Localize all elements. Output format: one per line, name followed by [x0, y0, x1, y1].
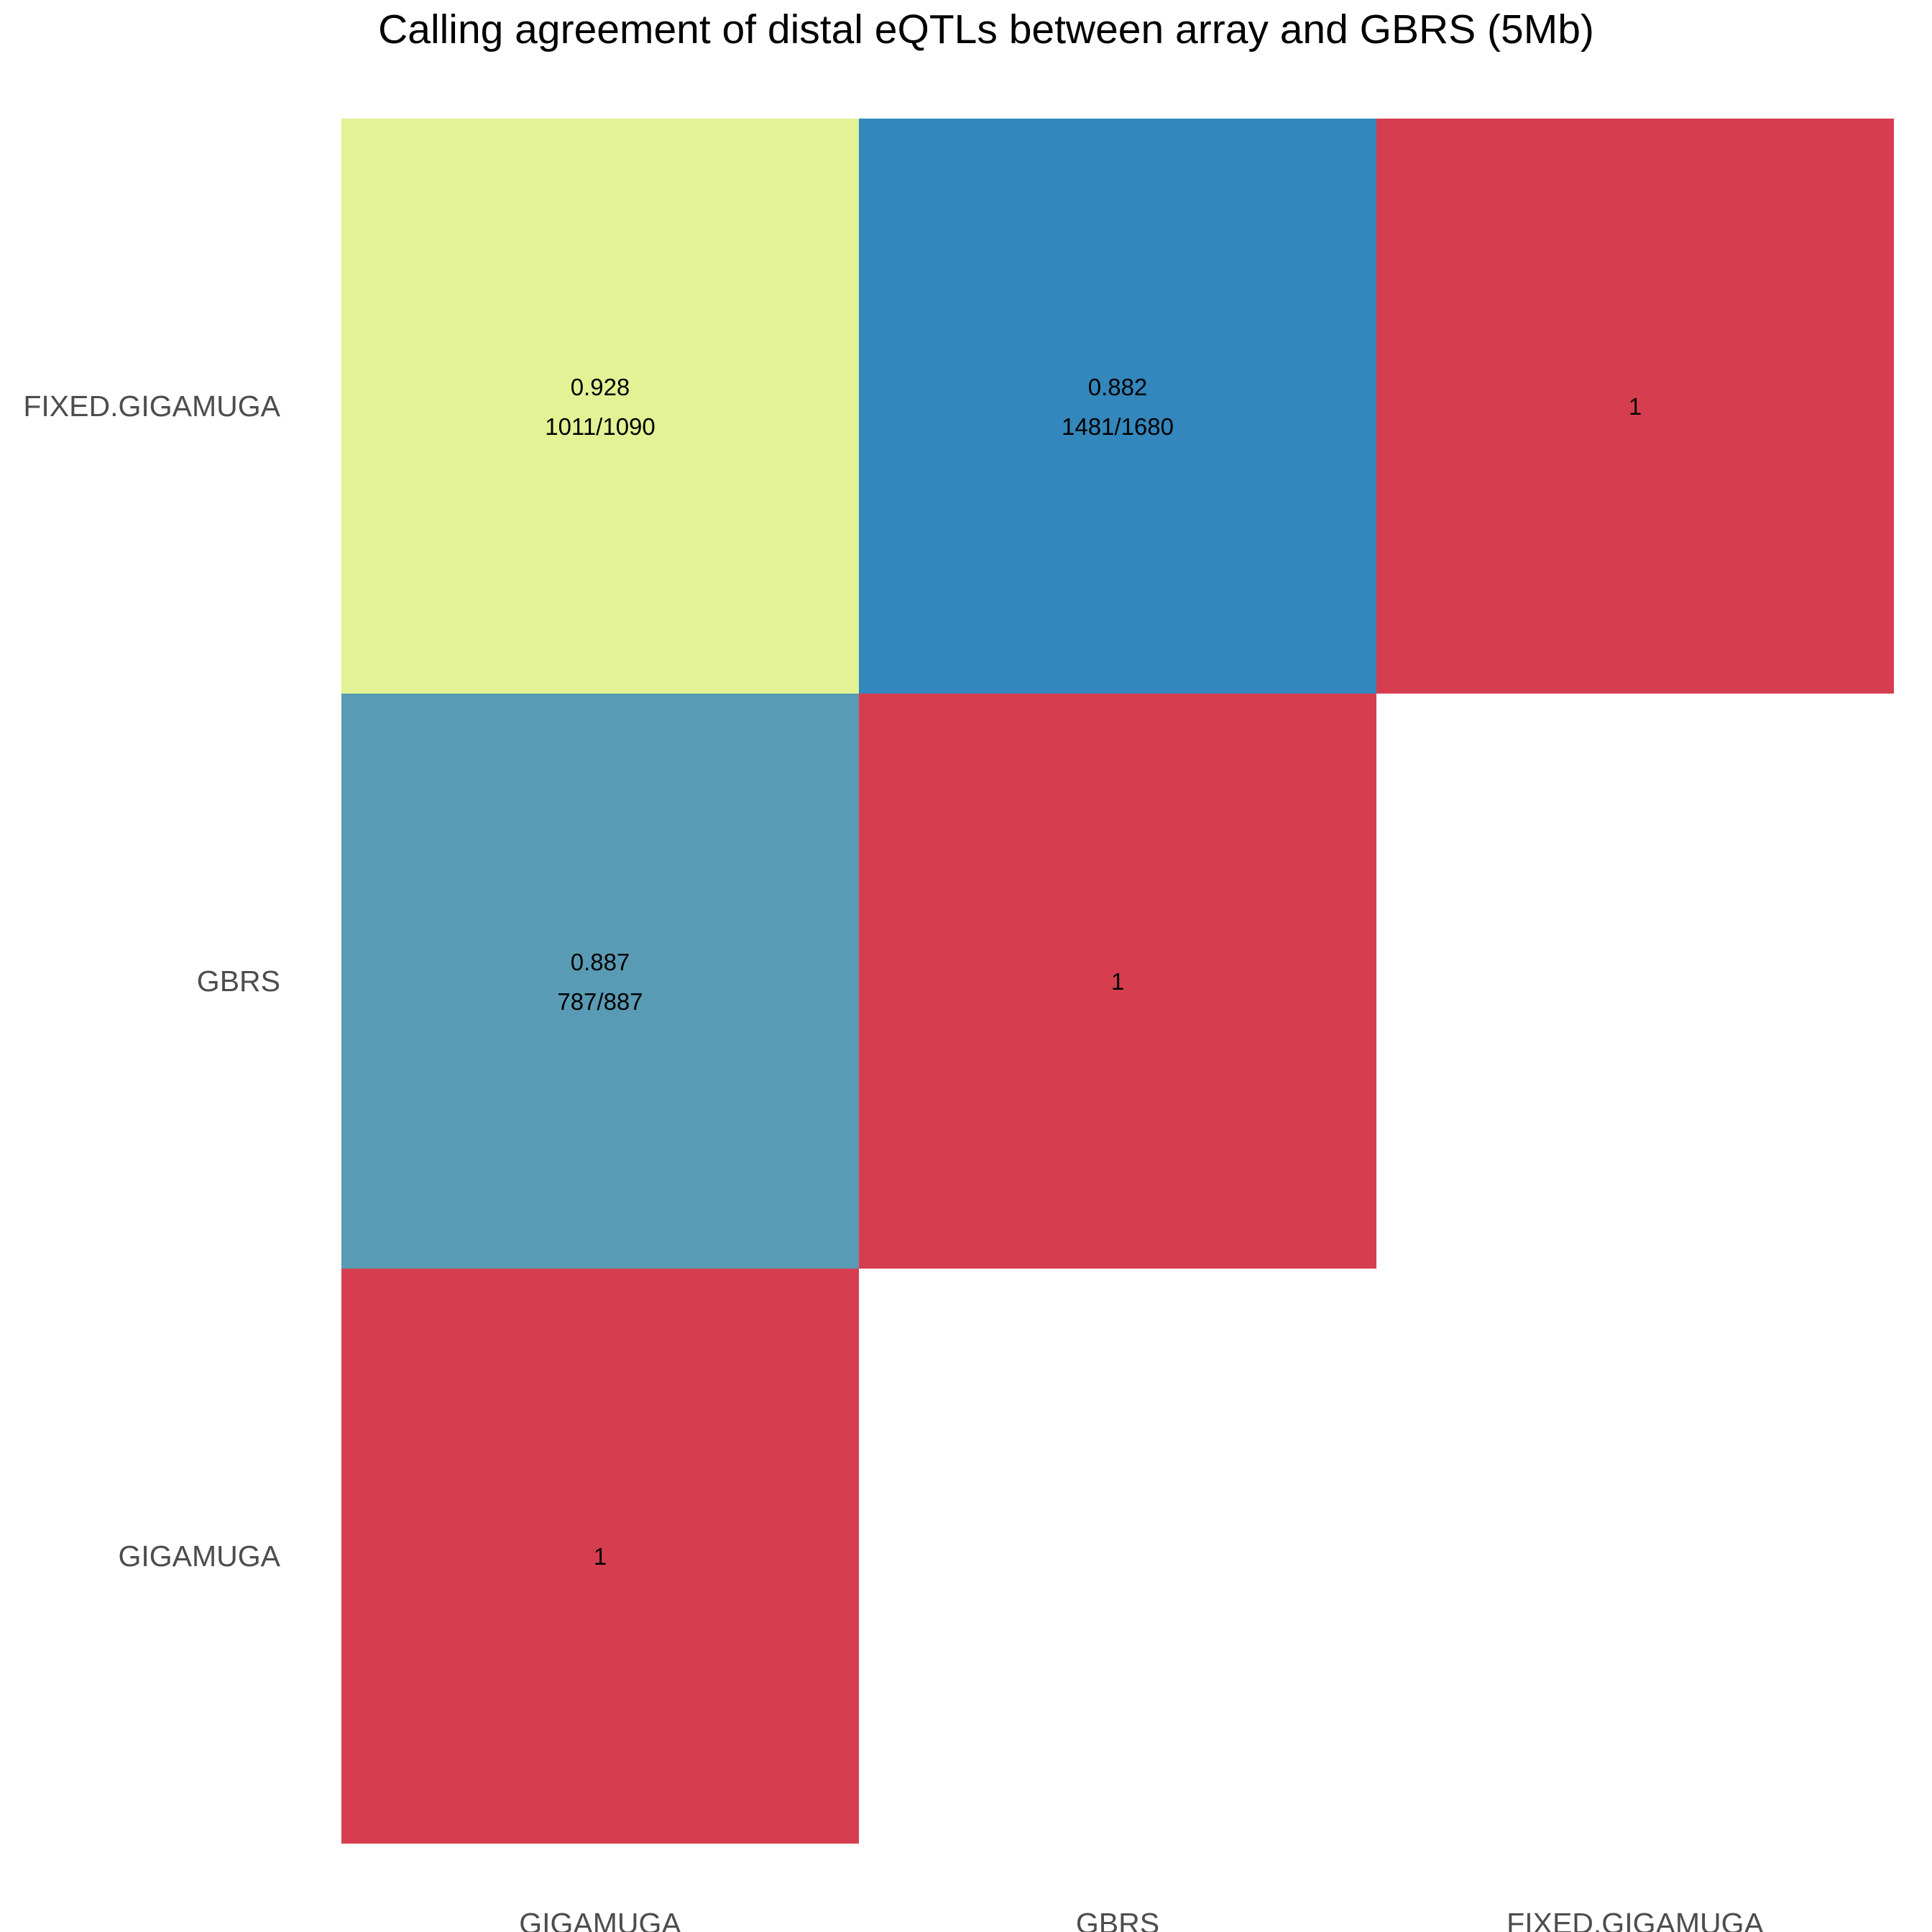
cell-value-label: 1	[1111, 968, 1124, 995]
chart-title: Calling agreement of distal eQTLs betwee…	[378, 6, 1594, 52]
x-tick-label-gigamuga: GIGAMUGA	[519, 1907, 681, 1932]
y-tick-label-fixed-gigamuga: FIXED.GIGAMUGA	[23, 390, 280, 423]
heatmap-cell-gigamuga-fixed-gigamuga	[341, 119, 859, 694]
y-tick-label-gbrs: GBRS	[197, 965, 280, 998]
cell-count-label: 1481/1680	[1062, 413, 1174, 440]
x-axis-tick-labels: GIGAMUGA GBRS FIXED.GIGAMUGA	[519, 1907, 1764, 1932]
x-tick-label-gbrs: GBRS	[1076, 1907, 1159, 1932]
cell-value-label: 1	[594, 1543, 607, 1570]
y-tick-label-gigamuga: GIGAMUGA	[118, 1540, 280, 1573]
heatmap-cell-gbrs-fixed-gigamuga	[859, 119, 1376, 694]
cell-value-label: 0.887	[571, 949, 630, 975]
y-axis-tick-labels: GIGAMUGA GBRS FIXED.GIGAMUGA	[23, 390, 280, 1573]
heatmap-cell-gigamuga-gigamuga	[341, 1269, 859, 1844]
cell-count-label: 787/887	[557, 988, 643, 1015]
cell-value-label: 0.882	[1088, 374, 1148, 400]
heatmap-cells: 1 0.887 787/887 0.928 1011/1090 1 0.882 1481/16…	[341, 119, 1894, 1844]
heatmap-cell-fixed-gigamuga-fixed-gigamuga	[1376, 119, 1894, 694]
x-tick-label-fixed-gigamuga: FIXED.GIGAMUGA	[1506, 1907, 1764, 1932]
heatmap-cell-gigamuga-gbrs	[341, 694, 859, 1269]
heatmap-cell-gbrs-gbrs	[859, 694, 1376, 1269]
cell-value-label: 0.928	[571, 374, 630, 400]
cell-count-label: 1011/1090	[545, 413, 656, 440]
cell-value-label: 1	[1629, 393, 1642, 420]
